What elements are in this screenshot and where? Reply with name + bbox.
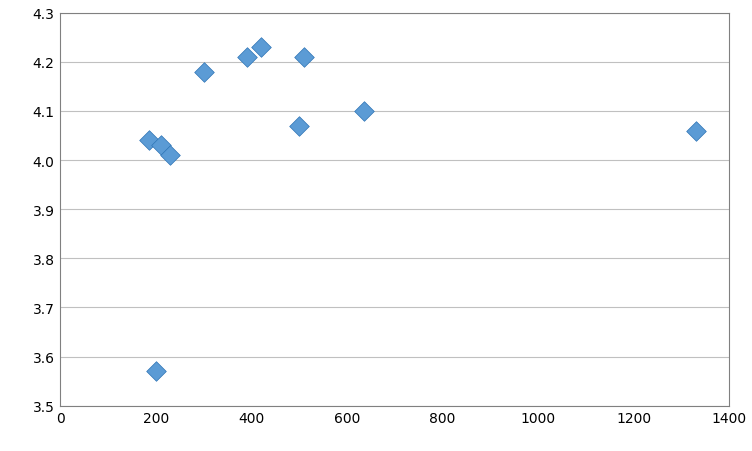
- Point: [143, 138, 155, 145]
- Point: [155, 143, 167, 150]
- Point: [164, 152, 176, 159]
- Point: [150, 368, 162, 375]
- Point: [298, 54, 310, 61]
- Point: [255, 44, 267, 51]
- Point: [690, 128, 702, 135]
- Point: [241, 54, 253, 61]
- Point: [293, 123, 305, 130]
- Point: [358, 108, 370, 115]
- Point: [198, 69, 210, 76]
